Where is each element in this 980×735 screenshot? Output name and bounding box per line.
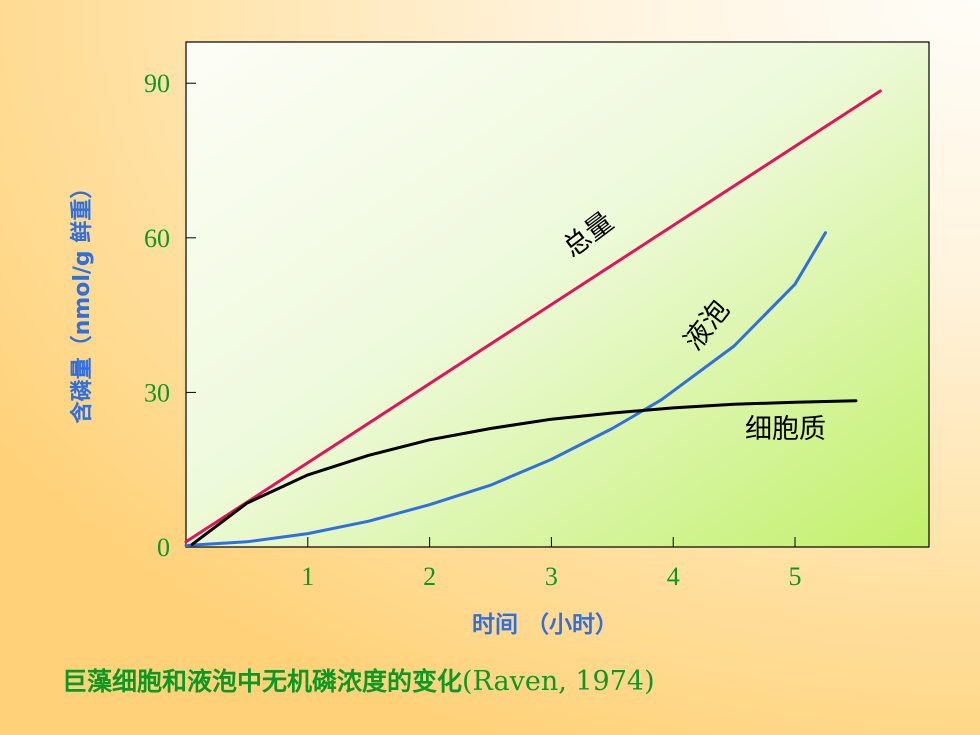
chart-caption: 巨藻细胞和液泡中无机磷浓度的变化(Raven, 1974) [62,662,655,698]
x-tick-label: 2 [423,562,436,591]
x-axis-label: 时间 （小时） [471,612,619,638]
series-line-total [184,89,882,544]
x-tick-label: 3 [545,562,558,591]
y-tick-label: 60 [144,224,170,253]
y-tick-label: 0 [157,533,170,562]
x-tick-label: 5 [789,562,802,591]
series-label-cytoplasm: 细胞质 [745,414,826,445]
x-tick-label: 4 [667,562,680,591]
caption-main: 巨藻细胞和液泡中无机磷浓度的变化 [62,667,463,696]
y-tick-label: 30 [144,378,170,407]
series-line-cytoplasm [190,399,858,546]
caption-citation: (Raven, 1974) [462,666,655,697]
series-line-vacuole [184,231,827,547]
plot-area [185,41,930,548]
x-tick-label: 1 [301,562,314,591]
y-axis-label: 含磷量（nmol/g 鲜重） [70,176,95,424]
y-tick-label: 90 [144,69,170,98]
